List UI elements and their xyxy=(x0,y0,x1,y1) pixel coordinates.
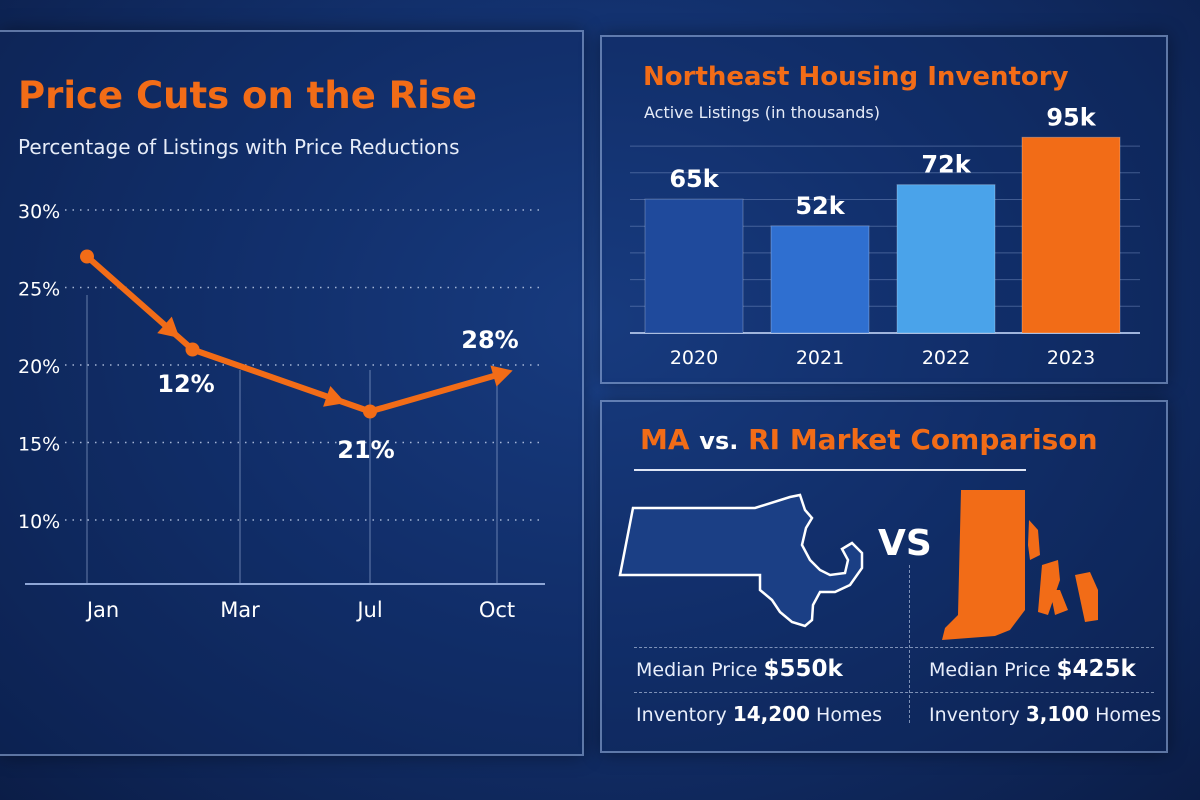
bar-category-label: 2023 xyxy=(1047,347,1095,369)
data-label: 28% xyxy=(461,326,518,354)
arrowhead-icon xyxy=(157,316,180,339)
bar-value-label: 72k xyxy=(921,151,971,179)
y-tick-label: 20% xyxy=(18,356,60,378)
bar-value-label: 65k xyxy=(669,165,719,193)
ma-inventory: Inventory 14,200 Homes xyxy=(636,702,882,726)
x-tick-label: Jan xyxy=(85,598,119,622)
bar-chart-title: Northeast Housing Inventory xyxy=(643,62,1069,92)
ma-inventory-unit: Homes xyxy=(816,704,883,726)
ri-inventory-unit: Homes xyxy=(1095,704,1162,726)
line-chart-subtitle: Percentage of Listings with Price Reduct… xyxy=(18,135,460,159)
bar-chart-subtitle: Active Listings (in thousands) xyxy=(644,103,880,122)
comparison-title-ma: MA xyxy=(640,423,690,456)
bar-category-label: 2020 xyxy=(670,347,718,369)
bar-value-label: 95k xyxy=(1046,103,1096,131)
y-tick-label: 10% xyxy=(18,511,60,533)
x-tick-label: Mar xyxy=(220,598,260,622)
bar-2021 xyxy=(770,225,870,334)
arrowhead-icon xyxy=(490,365,513,387)
ri-median-label: Median Price xyxy=(929,659,1051,681)
data-label: 21% xyxy=(337,436,394,464)
bar-category-label: 2021 xyxy=(796,347,844,369)
arrowhead-icon xyxy=(323,385,346,407)
line-chart-title: Price Cuts on the Rise xyxy=(18,74,477,117)
row-divider-2 xyxy=(634,692,1154,693)
y-tick-label: 15% xyxy=(18,434,60,456)
ma-median-price: Median Price $550k xyxy=(636,656,843,682)
data-point xyxy=(363,404,377,419)
bar-2023 xyxy=(1021,136,1121,334)
comparison-title-rest: RI Market Comparison xyxy=(748,423,1098,456)
bar-value-label: 52k xyxy=(795,192,845,220)
row-divider-1 xyxy=(634,647,1154,648)
ri-inventory-label: Inventory xyxy=(929,704,1020,726)
x-tick-label: Oct xyxy=(479,598,515,622)
data-point xyxy=(80,249,94,264)
bar-2022 xyxy=(896,184,996,334)
x-tick-label: Jul xyxy=(355,598,382,622)
y-tick-label: 25% xyxy=(18,279,60,301)
bar-2020 xyxy=(644,198,744,334)
ma-median-label: Median Price xyxy=(636,659,758,681)
comparison-title-rule xyxy=(634,469,1026,471)
ma-inventory-label: Inventory xyxy=(636,704,727,726)
ri-inventory: Inventory 3,100 Homes xyxy=(929,702,1161,726)
comparison-title: MA vs. RI Market Comparison xyxy=(640,423,1098,456)
price-cuts-panel xyxy=(0,30,584,756)
bar-category-label: 2022 xyxy=(922,347,970,369)
y-tick-label: 30% xyxy=(18,201,60,223)
ri-median-value: $425k xyxy=(1056,656,1136,682)
price-cut-line xyxy=(85,254,506,415)
data-point xyxy=(185,342,200,357)
ma-median-value: $550k xyxy=(763,656,843,682)
ri-median-price: Median Price $425k xyxy=(929,656,1136,682)
vs-label: VS xyxy=(878,523,932,564)
comparison-title-vs: vs. xyxy=(699,427,739,455)
ri-inventory-value: 3,100 xyxy=(1025,702,1090,726)
data-label: 12% xyxy=(157,370,214,398)
ma-inventory-value: 14,200 xyxy=(732,702,810,726)
comparison-divider xyxy=(909,565,910,723)
